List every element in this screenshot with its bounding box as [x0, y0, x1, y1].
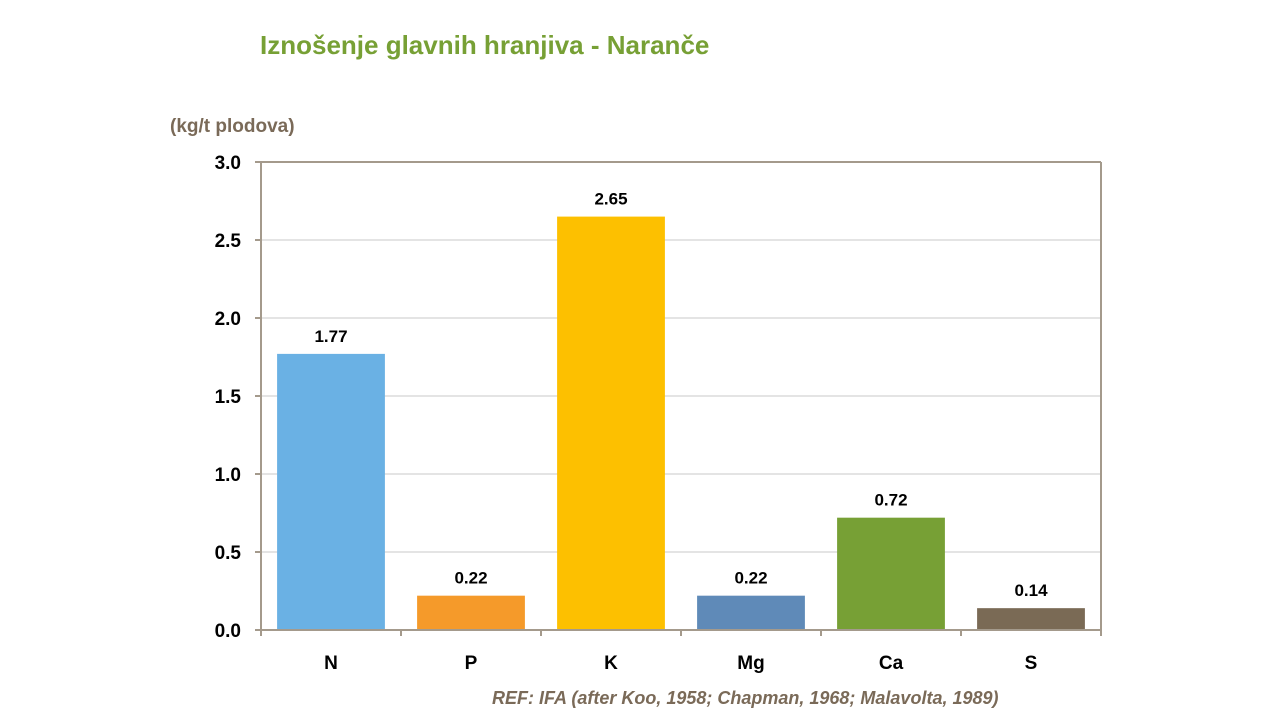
bar-n [277, 353, 385, 630]
x-category-label: Ca [879, 653, 904, 674]
bars [277, 216, 1085, 630]
axes [255, 161, 1102, 636]
data-label: 0.14 [1014, 581, 1048, 600]
data-label: 0.72 [874, 491, 907, 510]
y-tick-label: 1.5 [215, 387, 242, 408]
chart-title: Iznošenje glavnih hranjiva - Naranče [260, 30, 710, 60]
y-tick-label: 2.0 [215, 309, 241, 330]
y-tick-label: 0.0 [215, 621, 241, 642]
y-tick-label: 1.0 [215, 465, 241, 486]
data-label: 1.77 [314, 327, 347, 346]
x-category-label: K [604, 653, 618, 674]
labels: 0.0 0.5 1.0 1.5 2.0 2.5 3.0 1.77 N 0.22 P 2.65 K 0.22… [215, 153, 1049, 674]
data-label: 0.22 [734, 569, 767, 588]
data-label: 0.22 [454, 569, 487, 588]
y-axis-unit-label: (kg/t plodova) [170, 116, 295, 137]
bar-mg [697, 595, 805, 630]
x-category-label: Mg [737, 653, 764, 674]
y-tick-label: 2.5 [215, 231, 242, 252]
bar-s [977, 608, 1085, 630]
bar-k [557, 216, 665, 630]
x-category-label: S [1025, 653, 1038, 674]
x-category-label: N [324, 653, 338, 674]
bar-p [417, 595, 525, 630]
grid-lines [261, 239, 1101, 553]
y-tick-label: 3.0 [215, 153, 241, 174]
bar-ca [837, 517, 945, 630]
y-tick-label: 0.5 [215, 543, 242, 564]
x-category-label: P [465, 653, 478, 674]
data-label: 2.65 [594, 190, 627, 209]
reference-note: REF: IFA (after Koo, 1958; Chapman, 1968… [492, 688, 999, 708]
